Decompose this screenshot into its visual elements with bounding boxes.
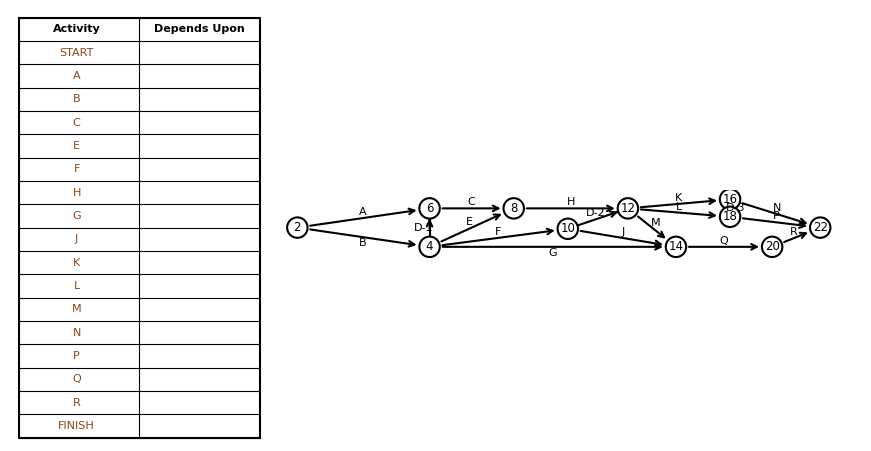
Text: D-3: D-3 — [726, 203, 746, 213]
Text: N: N — [72, 328, 81, 338]
Text: D-2: D-2 — [586, 208, 605, 218]
Text: FINISH: FINISH — [58, 421, 95, 431]
Circle shape — [719, 207, 740, 227]
Text: F: F — [495, 227, 501, 237]
Text: C: C — [468, 198, 476, 207]
Text: P: P — [773, 211, 780, 221]
Text: L: L — [677, 202, 683, 212]
Text: 4: 4 — [426, 240, 434, 253]
Text: Activity: Activity — [53, 24, 100, 34]
Text: B: B — [359, 238, 367, 248]
Circle shape — [665, 237, 686, 257]
Text: M: M — [71, 304, 82, 314]
Text: 20: 20 — [765, 240, 780, 253]
Text: R: R — [73, 398, 80, 408]
Text: R: R — [790, 227, 798, 237]
Text: E: E — [73, 141, 80, 151]
Text: C: C — [73, 118, 80, 128]
Text: P: P — [73, 351, 80, 361]
Text: H: H — [567, 198, 575, 207]
Circle shape — [419, 237, 440, 257]
Text: 10: 10 — [560, 222, 575, 235]
Circle shape — [287, 217, 307, 238]
Text: 14: 14 — [668, 240, 684, 253]
Text: K: K — [73, 258, 80, 268]
Text: START: START — [59, 48, 94, 58]
Circle shape — [810, 217, 830, 238]
Text: G: G — [72, 211, 81, 221]
Text: H: H — [72, 188, 81, 198]
Circle shape — [419, 198, 440, 219]
Circle shape — [503, 198, 524, 219]
Text: J: J — [75, 235, 78, 244]
Text: F: F — [73, 165, 80, 175]
Text: Depends Upon: Depends Upon — [154, 24, 245, 34]
Circle shape — [557, 219, 578, 239]
Text: K: K — [675, 193, 682, 203]
Text: E: E — [466, 217, 473, 227]
Text: 2: 2 — [294, 221, 301, 234]
Text: N: N — [773, 203, 781, 213]
Text: Q: Q — [72, 374, 81, 384]
Text: Q: Q — [719, 236, 728, 246]
Text: 18: 18 — [723, 210, 738, 223]
Text: 6: 6 — [426, 202, 434, 215]
Circle shape — [719, 189, 740, 210]
Text: J: J — [621, 227, 625, 237]
Text: D-1: D-1 — [414, 223, 433, 233]
Circle shape — [762, 237, 782, 257]
Text: A: A — [73, 71, 80, 81]
Text: 22: 22 — [813, 221, 827, 234]
Circle shape — [618, 198, 638, 219]
Text: 16: 16 — [723, 193, 738, 206]
Text: B: B — [73, 94, 80, 105]
Text: M: M — [651, 218, 660, 228]
Text: 8: 8 — [510, 202, 517, 215]
Text: 12: 12 — [620, 202, 636, 215]
Text: L: L — [73, 281, 80, 291]
Text: G: G — [549, 248, 557, 258]
Text: A: A — [359, 207, 367, 217]
